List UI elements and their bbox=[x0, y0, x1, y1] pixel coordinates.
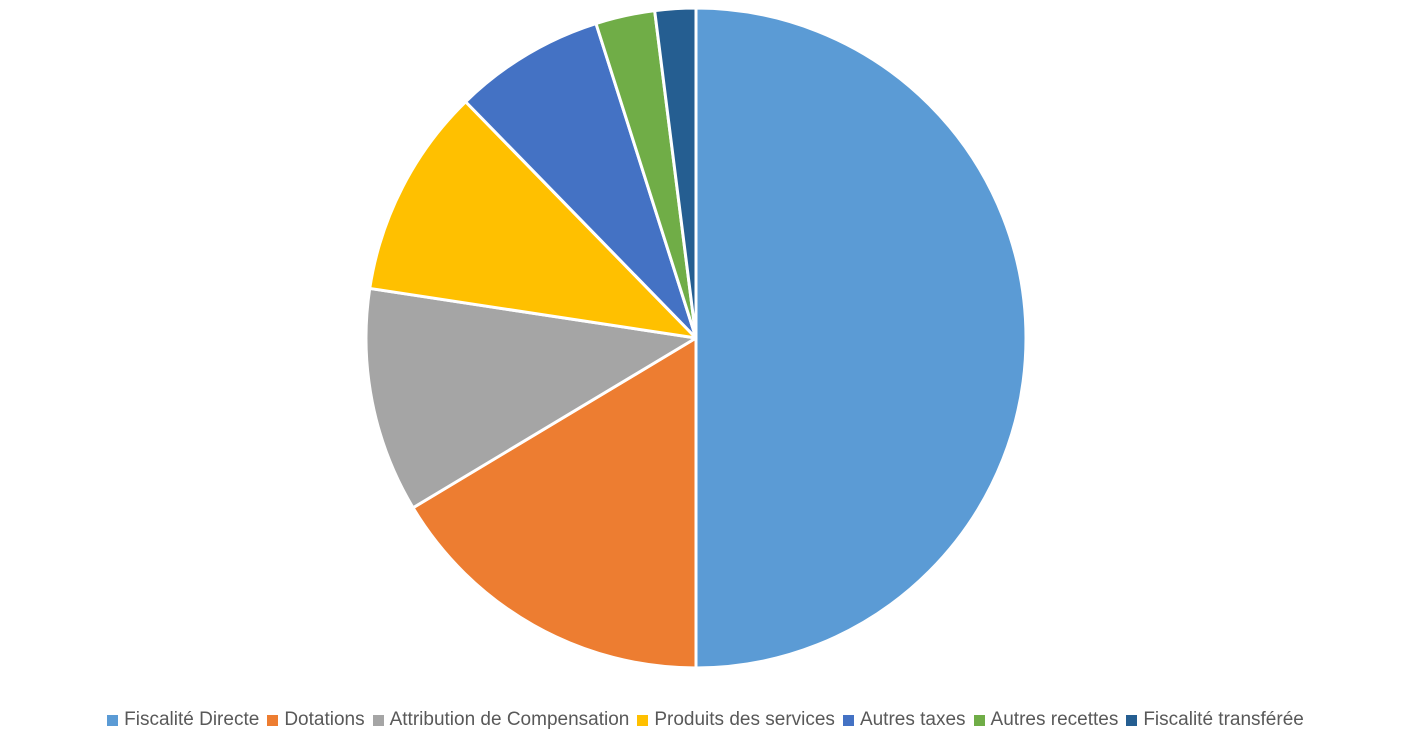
legend-item-0: Fiscalité Directe bbox=[107, 709, 259, 731]
pie-slice-0 bbox=[694, 6, 1028, 670]
pie-slice-4 bbox=[464, 22, 698, 340]
legend-swatch bbox=[267, 714, 279, 726]
legend-swatch bbox=[973, 714, 985, 726]
pie-slice-6 bbox=[653, 6, 698, 340]
pie-plot-area bbox=[364, 6, 1028, 670]
legend-label: Autres recettes bbox=[990, 709, 1119, 730]
legend-swatch bbox=[372, 714, 384, 726]
legend-item-4: Autres taxes bbox=[842, 709, 966, 731]
legend-label: Produits des services bbox=[654, 709, 835, 730]
legend-swatch bbox=[107, 714, 119, 726]
legend-swatch bbox=[637, 714, 649, 726]
legend-item-3: Produits des services bbox=[637, 709, 835, 731]
legend-label: Attribution de Compensation bbox=[389, 709, 630, 730]
chart-legend: Fiscalité Directe Dotations Attribution de… bbox=[0, 705, 1411, 735]
legend-label: Autres taxes bbox=[859, 709, 966, 730]
legend-item-6: Fiscalité transférée bbox=[1126, 709, 1304, 731]
legend-swatch bbox=[842, 714, 854, 726]
pie-slice-3 bbox=[368, 100, 698, 340]
pie-slice-1 bbox=[411, 336, 698, 670]
legend-label: Fiscalité Directe bbox=[124, 709, 260, 730]
legend-label: Fiscalité transférée bbox=[1143, 709, 1304, 730]
legend-label: Dotations bbox=[284, 709, 365, 730]
legend-item-5: Autres recettes bbox=[973, 709, 1119, 731]
legend-swatch bbox=[1126, 714, 1138, 726]
legend-item-2: Attribution de Compensation bbox=[372, 709, 630, 731]
pie-slice-2 bbox=[364, 286, 698, 510]
legend-item-1: Dotations bbox=[267, 709, 365, 731]
